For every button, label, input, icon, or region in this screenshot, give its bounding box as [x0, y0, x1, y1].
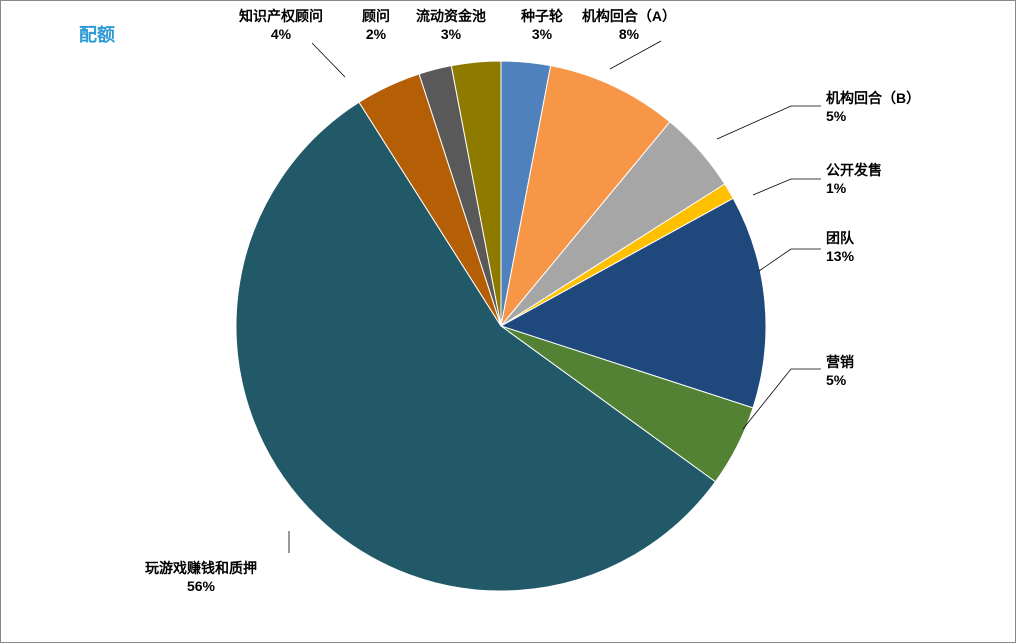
slice-label: 知识产权顾问4%: [239, 7, 323, 43]
slice-label: 玩游戏赚钱和质押56%: [145, 559, 257, 595]
slice-label: 流动资金池3%: [416, 7, 486, 43]
leader-line: [312, 43, 345, 77]
slice-label: 公开发售1%: [826, 161, 882, 197]
leader-line: [610, 41, 661, 69]
slice-label: 机构回合（A）8%: [582, 7, 676, 43]
slice-label-pct: 5%: [826, 371, 854, 389]
slice-label-pct: 3%: [416, 25, 486, 43]
slice-label-text: 知识产权顾问: [239, 7, 323, 25]
leader-line: [759, 249, 821, 271]
slice-label: 种子轮3%: [521, 7, 563, 43]
slice-label-text: 机构回合（A）: [582, 7, 676, 25]
chart-container: 配额 种子轮3%机构回合（A）8%机构回合（B）5%公开发售1%团队13%营销5…: [0, 0, 1016, 643]
slice-label-pct: 8%: [582, 25, 676, 43]
leader-line: [717, 106, 821, 139]
slice-label-text: 营销: [826, 353, 854, 371]
slice-label-text: 机构回合（B）: [826, 89, 920, 107]
slice-label-text: 种子轮: [521, 7, 563, 25]
slice-label-text: 玩游戏赚钱和质押: [145, 559, 257, 577]
slice-label: 顾问2%: [362, 7, 390, 43]
slice-label-pct: 5%: [826, 107, 920, 125]
slice-label-pct: 2%: [362, 25, 390, 43]
slice-label-pct: 4%: [239, 25, 323, 43]
slice-label: 团队13%: [826, 229, 854, 265]
slice-label-pct: 56%: [145, 577, 257, 595]
slice-label-pct: 13%: [826, 247, 854, 265]
leader-line: [753, 179, 821, 195]
slice-label-pct: 3%: [521, 25, 563, 43]
slice-label-pct: 1%: [826, 179, 882, 197]
slice-label-text: 公开发售: [826, 161, 882, 179]
slice-label-text: 团队: [826, 229, 854, 247]
slice-label: 营销5%: [826, 353, 854, 389]
slice-label-text: 顾问: [362, 7, 390, 25]
slice-label: 机构回合（B）5%: [826, 89, 920, 125]
slice-label-text: 流动资金池: [416, 7, 486, 25]
